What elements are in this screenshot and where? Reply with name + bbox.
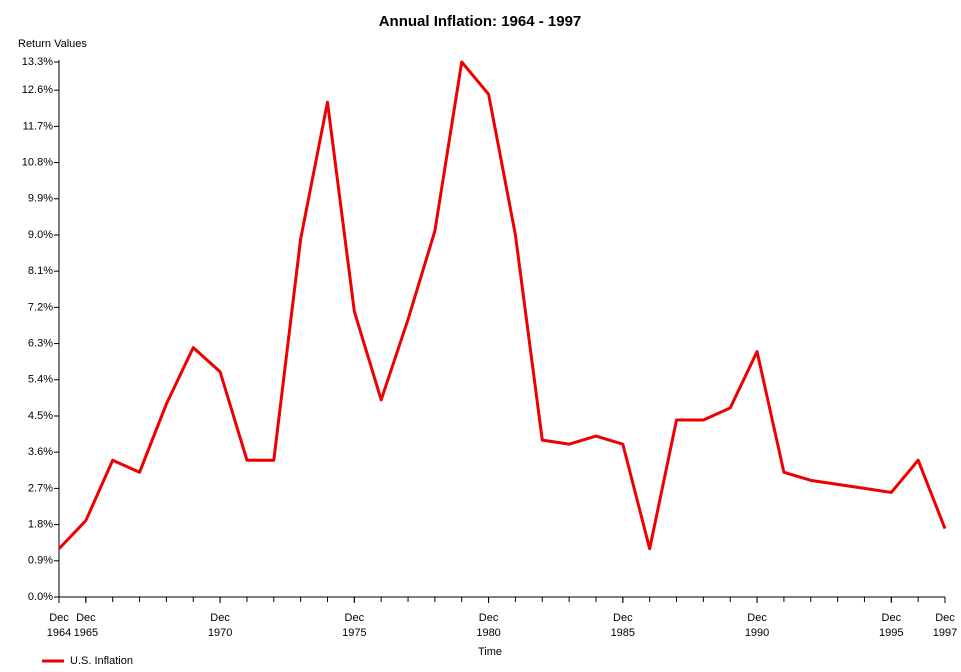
y-tick-label: 0.9%: [28, 555, 53, 567]
y-tick-label: 12.6%: [22, 84, 53, 96]
x-tick-label: Dec 1980: [476, 612, 500, 639]
y-tick-label: 4.5%: [28, 410, 53, 422]
x-tick-label: Dec 1995: [879, 612, 903, 639]
x-axis-label: Time: [478, 646, 502, 658]
y-tick-label: 0.0%: [28, 591, 53, 603]
y-tick-label: 8.1%: [28, 265, 53, 277]
y-tick-label: 10.8%: [22, 156, 53, 168]
y-tick-label: 11.7%: [23, 120, 54, 132]
y-tick-label: 6.3%: [28, 337, 53, 349]
y-tick-label: 1.8%: [28, 519, 53, 531]
x-tick-label: Dec 1990: [745, 612, 769, 639]
x-tick-label: Dec 1997: [933, 612, 957, 639]
y-tick-label: 7.2%: [28, 301, 53, 313]
y-tick-label: 9.0%: [28, 229, 53, 241]
x-tick-label: Dec 1975: [342, 612, 366, 639]
y-tick-label: 3.6%: [28, 446, 53, 458]
y-tick-label: 5.4%: [28, 374, 53, 386]
y-tick-label: 13.3%: [22, 56, 53, 68]
y-tick-label: 9.9%: [28, 193, 53, 205]
x-tick-label: Dec 1985: [611, 612, 635, 639]
y-axis-label: Return Values: [18, 38, 87, 50]
legend-label: U.S. Inflation: [70, 655, 133, 667]
x-tick-label: Dec 1970: [208, 612, 232, 639]
x-tick-label: Dec 1965: [74, 612, 98, 639]
x-tick-label: Dec 1964: [47, 612, 71, 639]
line-series: [57, 60, 947, 551]
y-tick-label: 2.7%: [28, 482, 53, 494]
chart-title: Annual Inflation: 1964 - 1997: [379, 13, 582, 30]
